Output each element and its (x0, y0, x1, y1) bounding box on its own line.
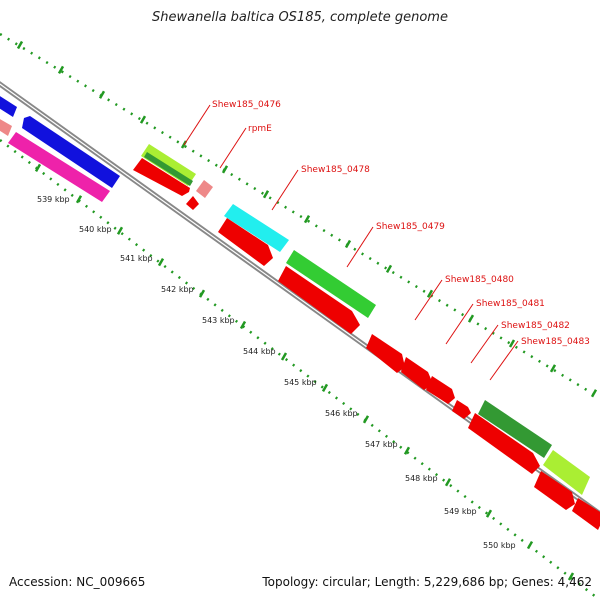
gene-red-0476[interactable] (133, 158, 190, 196)
kbp-label: 539 kbp (37, 195, 70, 204)
gene-label[interactable]: Shew185_0478 (301, 165, 370, 175)
kbp-label: 544 kbp (243, 347, 276, 356)
gene-label[interactable]: Shew185_0483 (521, 337, 590, 347)
gene-cyan[interactable] (224, 204, 289, 252)
genome-summary-text: Topology: circular; Length: 5,229,686 bp… (262, 575, 592, 589)
gene-red-rpmE[interactable] (186, 196, 199, 210)
gene-red-0478[interactable] (218, 218, 273, 266)
kbp-label: 547 kbp (365, 440, 398, 449)
outer-tick (344, 239, 352, 249)
kbp-tick (526, 540, 534, 550)
gene-labels: Shew185_0476 rpmE Shew185_0478 Shew185_0… (212, 100, 590, 347)
kbp-tick (157, 258, 165, 267)
kbp-label: 545 kbp (284, 378, 317, 387)
gene-red-0483[interactable] (468, 413, 540, 474)
gene-label[interactable]: Shew185_0476 (212, 100, 281, 110)
kbp-tick (567, 572, 575, 581)
gene-red-0482[interactable] (426, 376, 455, 404)
outer-tick (508, 339, 516, 348)
inner-scale-ring (0, 139, 600, 600)
kbp-label: 542 kbp (161, 285, 194, 294)
gene-label[interactable]: Shew185_0480 (445, 275, 514, 285)
kbp-tick (239, 320, 247, 330)
gene-red-0482b[interactable] (452, 400, 471, 419)
kbp-tick (444, 478, 452, 487)
kbp-label: 550 kbp (483, 541, 516, 550)
gene-label[interactable]: rpmE (248, 124, 272, 134)
outer-tick (16, 40, 24, 50)
gene-pink-left[interactable] (0, 118, 12, 136)
gene-label[interactable]: Shew185_0479 (376, 222, 445, 232)
kbp-label: 546 kbp (325, 409, 358, 418)
gene-label[interactable]: Shew185_0481 (476, 299, 545, 309)
kbp-tick (198, 289, 206, 298)
gene-label[interactable]: Shew185_0482 (501, 321, 570, 331)
gene-lime-0483[interactable] (543, 450, 590, 495)
gene-blue-left[interactable] (0, 93, 17, 117)
outer-tick (262, 190, 270, 199)
outer-tick-ring (0, 32, 600, 400)
kbp-tick (321, 383, 329, 393)
kbp-tick (485, 509, 493, 518)
gene-red-0480[interactable] (366, 334, 405, 373)
outer-tick (98, 90, 106, 99)
outer-tick (221, 165, 229, 174)
kbp-tick (403, 446, 411, 455)
outer-tick (57, 65, 65, 75)
accession-text: Accession: NC_009665 (9, 575, 146, 589)
gene-red-0479[interactable] (278, 266, 360, 334)
gene-darkgreen[interactable] (144, 152, 193, 186)
kbp-tick-marks (0, 133, 575, 581)
gene-blue[interactable] (22, 116, 120, 188)
outer-tick (426, 289, 434, 298)
gene-label-leaders (183, 104, 519, 381)
kbp-label: 541 kbp (120, 254, 153, 263)
gene-features (0, 93, 600, 530)
outer-tick (385, 264, 393, 274)
gene-red-0485[interactable] (572, 498, 600, 530)
outer-tick (549, 364, 557, 373)
outer-tick (303, 215, 311, 224)
gene-pink-rpmE[interactable] (196, 180, 213, 198)
map-title: Shewanella baltica OS185, complete genom… (152, 10, 448, 25)
gene-darkgreen-0483[interactable] (478, 400, 552, 458)
kbp-tick (116, 226, 124, 235)
kbp-label: 549 kbp (444, 507, 477, 516)
gene-red-0484[interactable] (534, 471, 575, 510)
kbp-tick (75, 195, 83, 204)
kbp-labels: 539 kbp 540 kbp 541 kbp 542 kbp 543 kbp … (37, 195, 516, 550)
outer-tick (139, 115, 147, 124)
gene-red-0481[interactable] (401, 357, 433, 390)
gene-green[interactable] (286, 250, 376, 318)
outer-tick (467, 314, 475, 323)
gene-magenta[interactable] (8, 132, 110, 202)
kbp-tick (280, 352, 288, 361)
kbp-label: 543 kbp (202, 316, 235, 325)
kbp-tick (34, 163, 42, 172)
kbp-label: 548 kbp (405, 474, 438, 483)
kbp-tick (362, 415, 370, 424)
outer-tick (590, 389, 598, 398)
kbp-label: 540 kbp (79, 225, 112, 234)
